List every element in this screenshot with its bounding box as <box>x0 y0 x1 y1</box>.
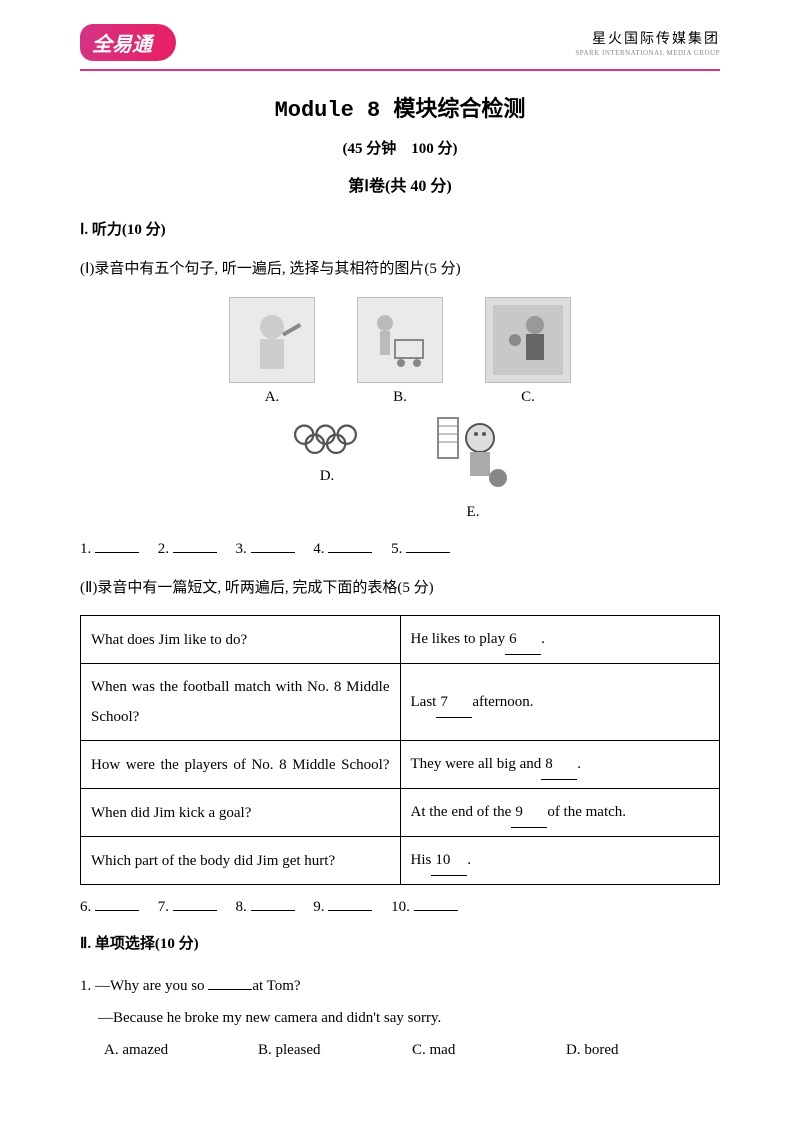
answer-blank[interactable] <box>251 910 295 911</box>
image-placeholder <box>485 297 571 383</box>
answer-blank[interactable] <box>328 552 372 553</box>
image-row-bottom: D. E. <box>80 412 720 521</box>
pingpong-icon <box>493 305 563 375</box>
image-label: B. <box>357 389 443 406</box>
header-right: 星火国际传媒集团 SPARK INTERNATIONAL MEDIA GROUP <box>575 28 720 57</box>
blank-label: 7. <box>158 899 169 915</box>
answer-blank[interactable] <box>208 989 252 990</box>
blank-label: 9. <box>313 899 324 915</box>
shopping-icon <box>365 305 435 375</box>
question-line-1: 1. —Why are you so at Tom? <box>80 971 720 1001</box>
table-answer: They were all big and8. <box>400 741 720 789</box>
image-label: C. <box>485 389 571 406</box>
table-row: What does Jim like to do? He likes to pl… <box>81 616 720 664</box>
table-question: When did Jim kick a goal? <box>81 789 401 837</box>
image-option-a: A. <box>229 297 315 406</box>
table-row: When did Jim kick a goal? At the end of … <box>81 789 720 837</box>
answer-blank[interactable] <box>406 552 450 553</box>
image-option-d: D. <box>284 412 370 521</box>
q-text-post: at Tom? <box>252 978 300 994</box>
blank-label: 1. <box>80 541 91 557</box>
question-1: 1. —Why are you so at Tom? —Because he b… <box>80 971 720 1065</box>
answer-post: afternoon. <box>472 694 533 710</box>
answer-blank[interactable]: 6 <box>505 624 541 655</box>
singer-icon <box>237 305 307 375</box>
answer-blank[interactable]: 8 <box>541 749 577 780</box>
logo-badge: 全易通 <box>80 24 176 61</box>
option-d[interactable]: D. bored <box>566 1035 720 1065</box>
table-row: How were the players of No. 8 Middle Sch… <box>81 741 720 789</box>
options-row: A. amazed B. pleased C. mad D. bored <box>80 1035 720 1065</box>
image-option-e: E. <box>430 412 516 521</box>
option-c[interactable]: C. mad <box>412 1035 566 1065</box>
image-label: E. <box>430 504 516 521</box>
answer-pre: His <box>411 852 432 868</box>
option-b[interactable]: B. pleased <box>258 1035 412 1065</box>
table-answer: Last7afternoon. <box>400 664 720 741</box>
blank-label: 2. <box>158 541 169 557</box>
listening-table: What does Jim like to do? He likes to pl… <box>80 615 720 885</box>
image-option-b: B. <box>357 297 443 406</box>
blanks-row-2: 6. 7. 8. 9. 10. <box>80 895 720 916</box>
blank-label: 6. <box>80 899 91 915</box>
answer-post: of the match. <box>547 804 626 820</box>
answer-blank[interactable]: 7 <box>436 687 472 718</box>
image-placeholder <box>430 412 516 498</box>
answer-pre: They were all big and <box>411 756 542 772</box>
table-question: What does Jim like to do? <box>81 616 401 664</box>
document-content: Module 8 模块综合检测 (45 分钟 100 分) 第Ⅰ卷(共 40 分… <box>0 91 800 1065</box>
part1-instruction: (Ⅰ)录音中有五个句子, 听一遍后, 选择与其相符的图片(5 分) <box>80 257 720 283</box>
image-placeholder <box>357 297 443 383</box>
q-text-pre: 1. —Why are you so <box>80 978 208 994</box>
question-line-2: —Because he broke my new camera and didn… <box>80 1003 720 1033</box>
company-english: SPARK INTERNATIONAL MEDIA GROUP <box>575 49 720 57</box>
option-a[interactable]: A. amazed <box>104 1035 258 1065</box>
answer-blank[interactable] <box>414 910 458 911</box>
answer-blank[interactable] <box>251 552 295 553</box>
blank-label: 3. <box>236 541 247 557</box>
section-title: 第Ⅰ卷(共 40 分) <box>80 172 720 196</box>
blank-label: 8. <box>236 899 247 915</box>
image-placeholder <box>229 297 315 383</box>
table-row: When was the football match with No. 8 M… <box>81 664 720 741</box>
blanks-row-1: 1. 2. 3. 4. 5. <box>80 537 720 558</box>
answer-blank[interactable]: 9 <box>511 797 547 828</box>
answer-blank[interactable] <box>173 910 217 911</box>
olympic-rings-icon <box>284 412 370 468</box>
table-answer: He likes to play6. <box>400 616 720 664</box>
table-question: How were the players of No. 8 Middle Sch… <box>81 741 401 789</box>
header-divider <box>80 69 720 71</box>
answer-pre: At the end of the <box>411 804 512 820</box>
football-icon <box>430 412 516 498</box>
image-label: A. <box>229 389 315 406</box>
answer-blank[interactable] <box>328 910 372 911</box>
blank-label: 4. <box>313 541 324 557</box>
table-answer: His10. <box>400 837 720 885</box>
image-label: D. <box>284 468 370 485</box>
image-option-c: C. <box>485 297 571 406</box>
section2-heading: Ⅱ. 单项选择(10 分) <box>80 932 720 953</box>
answer-blank[interactable] <box>173 552 217 553</box>
answer-post: . <box>467 852 471 868</box>
image-row-top: A. B. C. <box>80 297 720 406</box>
answer-pre: Last <box>411 694 437 710</box>
answer-pre: He likes to play <box>411 631 506 647</box>
page-header: 全易通 星火国际传媒集团 SPARK INTERNATIONAL MEDIA G… <box>0 0 800 69</box>
blank-label: 5. <box>391 541 402 557</box>
answer-post: . <box>541 631 545 647</box>
answer-blank[interactable] <box>95 910 139 911</box>
blank-label: 10. <box>391 899 410 915</box>
table-answer: At the end of the9of the match. <box>400 789 720 837</box>
subtitle: (45 分钟 100 分) <box>80 137 720 158</box>
table-row: Which part of the body did Jim get hurt?… <box>81 837 720 885</box>
table-question: Which part of the body did Jim get hurt? <box>81 837 401 885</box>
answer-post: . <box>577 756 581 772</box>
part2-instruction: (Ⅱ)录音中有一篇短文, 听两遍后, 完成下面的表格(5 分) <box>80 576 720 602</box>
table-question: When was the football match with No. 8 M… <box>81 664 401 741</box>
answer-blank[interactable]: 10 <box>431 845 467 876</box>
section1-heading: Ⅰ. 听力(10 分) <box>80 218 720 239</box>
company-name: 星火国际传媒集团 <box>575 28 720 48</box>
document-title: Module 8 模块综合检测 <box>80 91 720 123</box>
answer-blank[interactable] <box>95 552 139 553</box>
